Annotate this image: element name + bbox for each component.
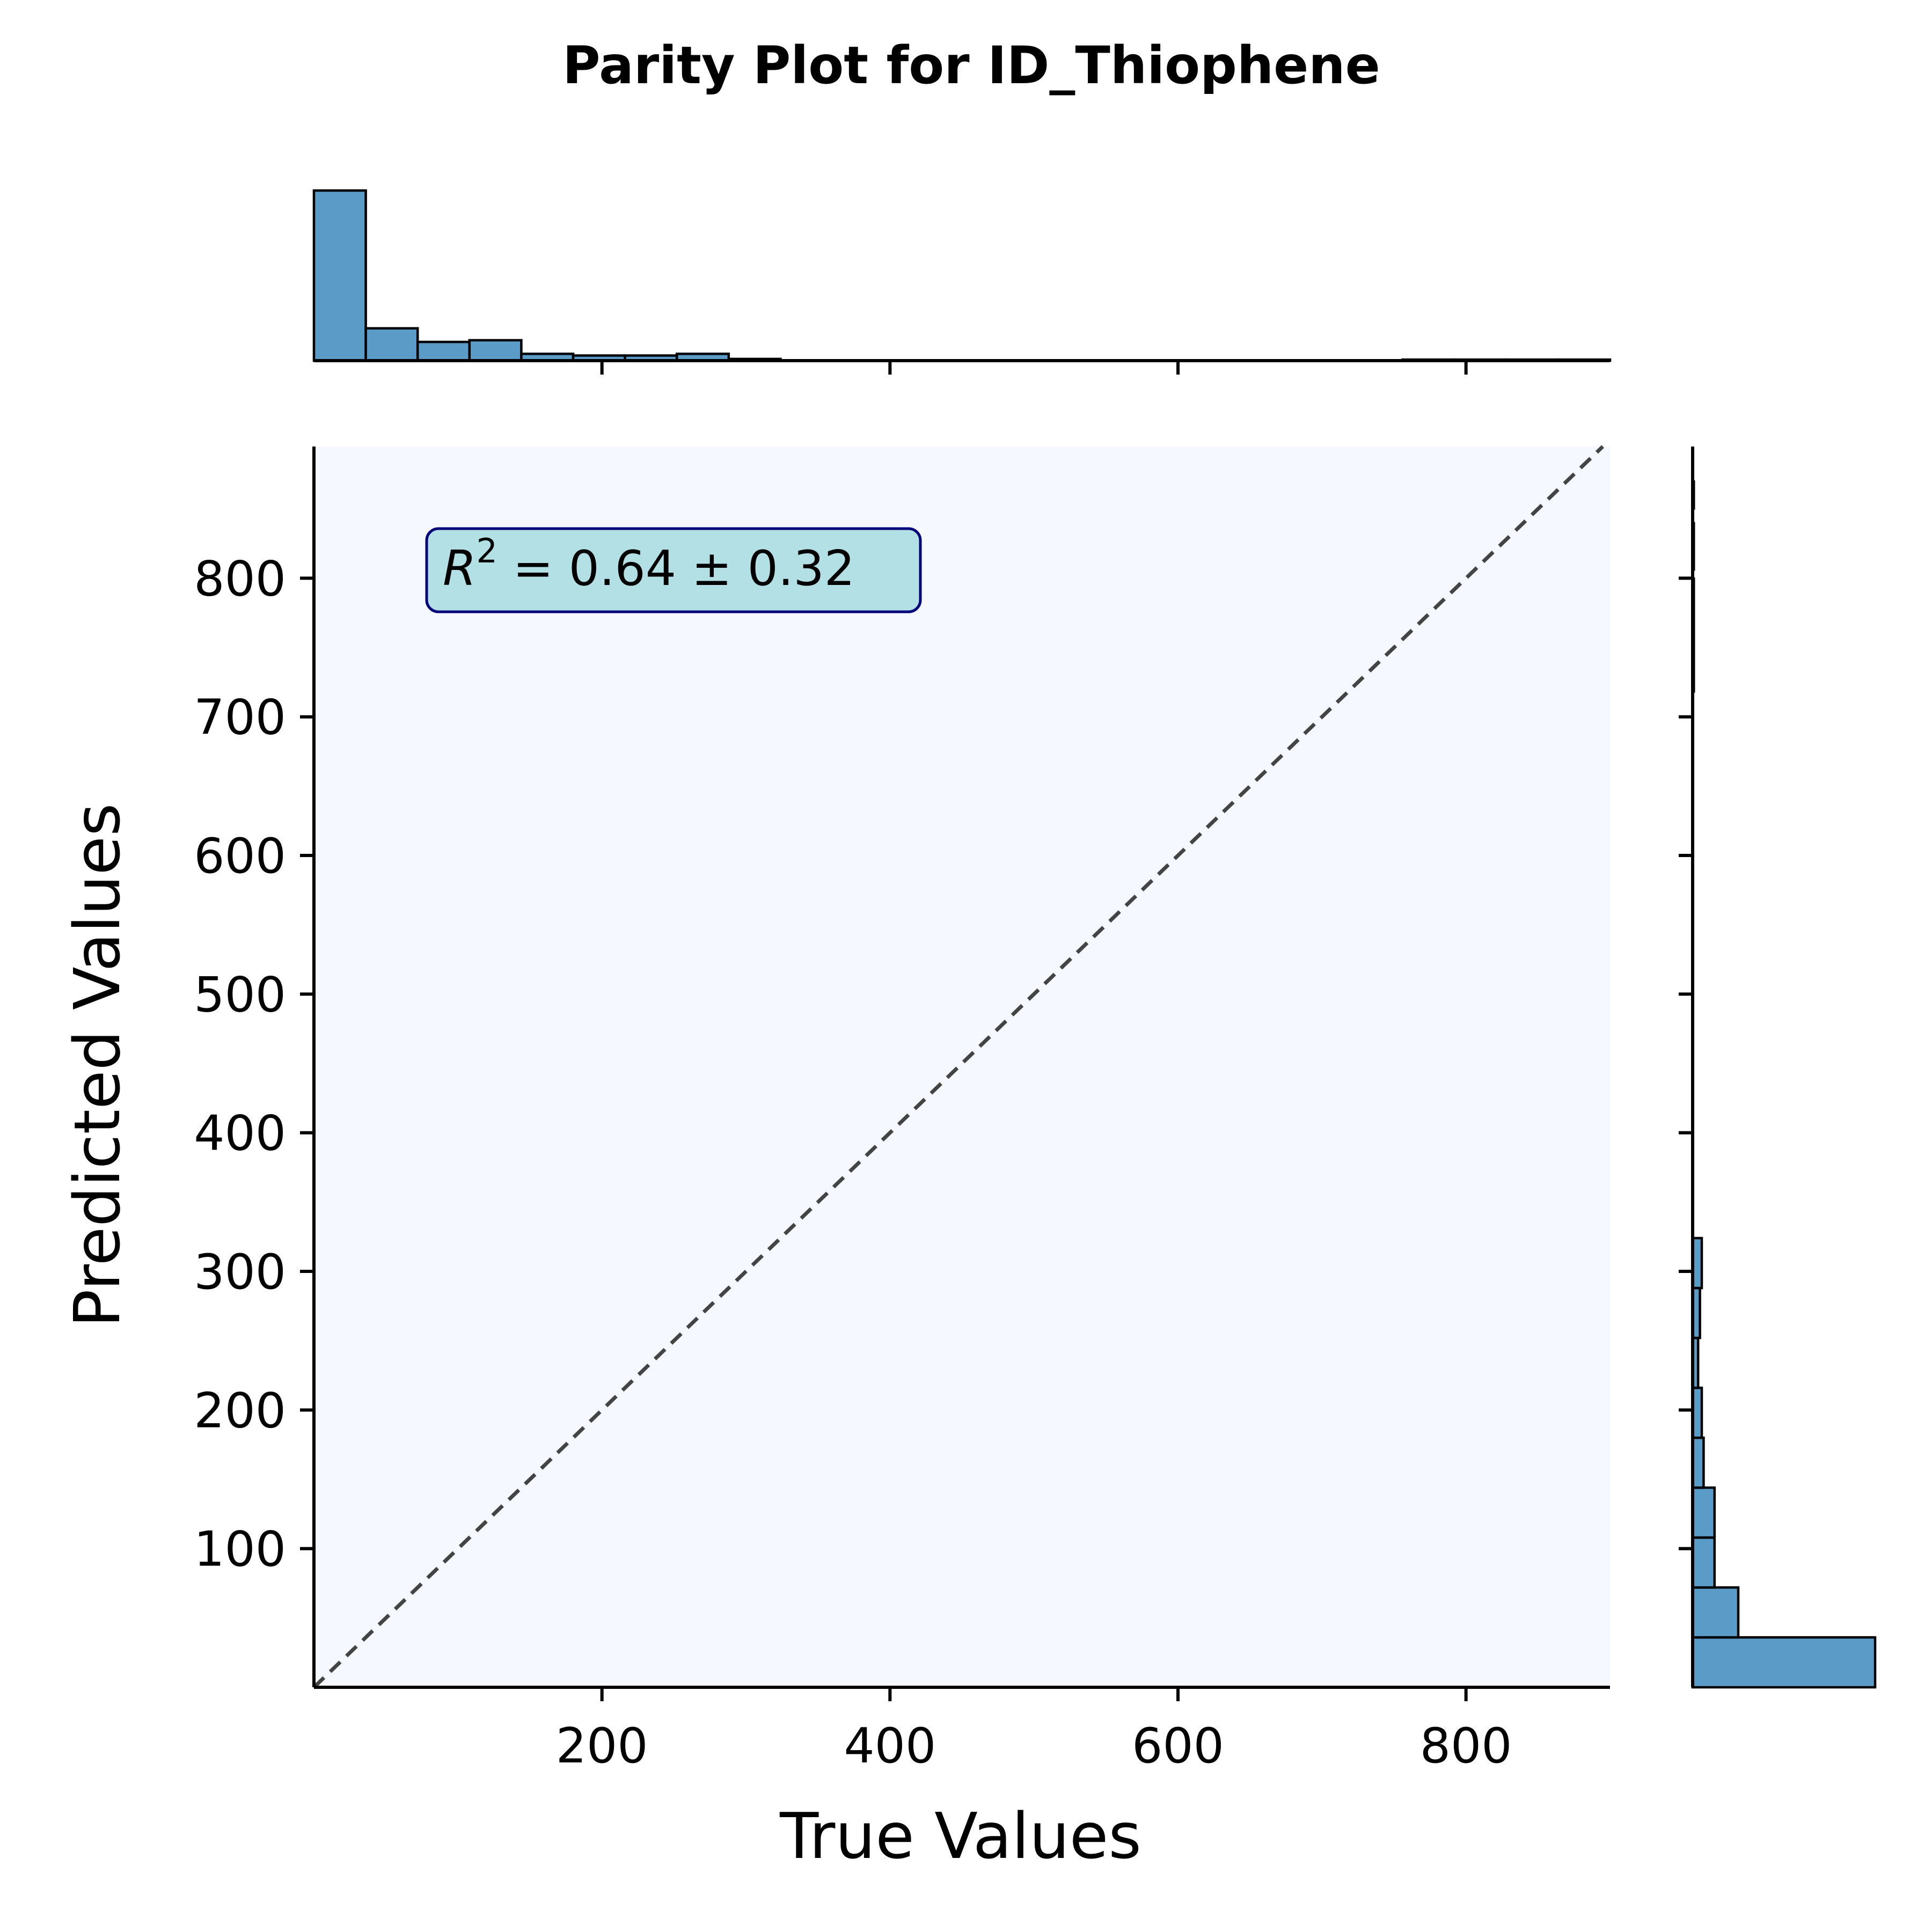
main-axes: [312, 447, 1610, 1689]
right-histogram-y-axis: [1679, 447, 1694, 1687]
x-tick-label: 200: [556, 1718, 648, 1774]
x-axis-ticks: 200 400 600 800: [556, 1687, 1512, 1774]
right-histogram-bar: [1691, 1436, 1705, 1489]
top-histogram-bar: [468, 339, 523, 362]
r2-annotation: R2 = 0.64 ± 0.32: [425, 527, 922, 613]
x-tick-label: 400: [844, 1718, 936, 1774]
top-marginal-histogram: [312, 189, 1612, 362]
chart-title: Parity Plot for ID_Thiophene: [562, 35, 1380, 96]
right-histogram-bar: [1691, 1636, 1877, 1689]
y-tick-label: 600: [194, 828, 286, 884]
y-tick-label: 100: [194, 1521, 286, 1578]
right-marginal-histogram: [1691, 480, 1877, 1689]
r2-annotation-box: [425, 527, 922, 613]
top-histogram-x-axis: [314, 359, 1610, 375]
y-tick-label: 400: [194, 1106, 286, 1162]
right-histogram-bar: [1691, 1536, 1716, 1589]
r2-value: = 0.64 ± 0.32: [497, 540, 855, 597]
top-histogram-bar: [416, 340, 471, 362]
r2-symbol: R: [443, 540, 477, 597]
y-tick-label: 800: [194, 551, 286, 607]
x-tick-label: 800: [1420, 1718, 1512, 1774]
y-tick-label: 500: [194, 967, 286, 1023]
y-tick-label: 300: [194, 1244, 286, 1300]
r2-annotation-text: R2 = 0.64 ± 0.32: [443, 531, 855, 597]
y-axis-label: Predicted Values: [60, 803, 134, 1328]
y-axis-ticks: 100 200 300 400 500 600 700 800: [194, 551, 314, 1578]
x-axis-label: True Values: [779, 1799, 1141, 1873]
right-histogram-bar: [1691, 1486, 1716, 1539]
r2-superscript: 2: [477, 531, 497, 570]
x-tick-label: 600: [1132, 1718, 1224, 1774]
right-histogram-bar: [1691, 1586, 1740, 1639]
y-tick-label: 700: [194, 690, 286, 746]
parity-line: [312, 445, 1605, 1689]
y-tick-label: 200: [194, 1382, 286, 1439]
top-histogram-bar: [312, 189, 367, 362]
top-histogram-bar: [364, 327, 419, 362]
plot-area-background: [314, 447, 1610, 1687]
